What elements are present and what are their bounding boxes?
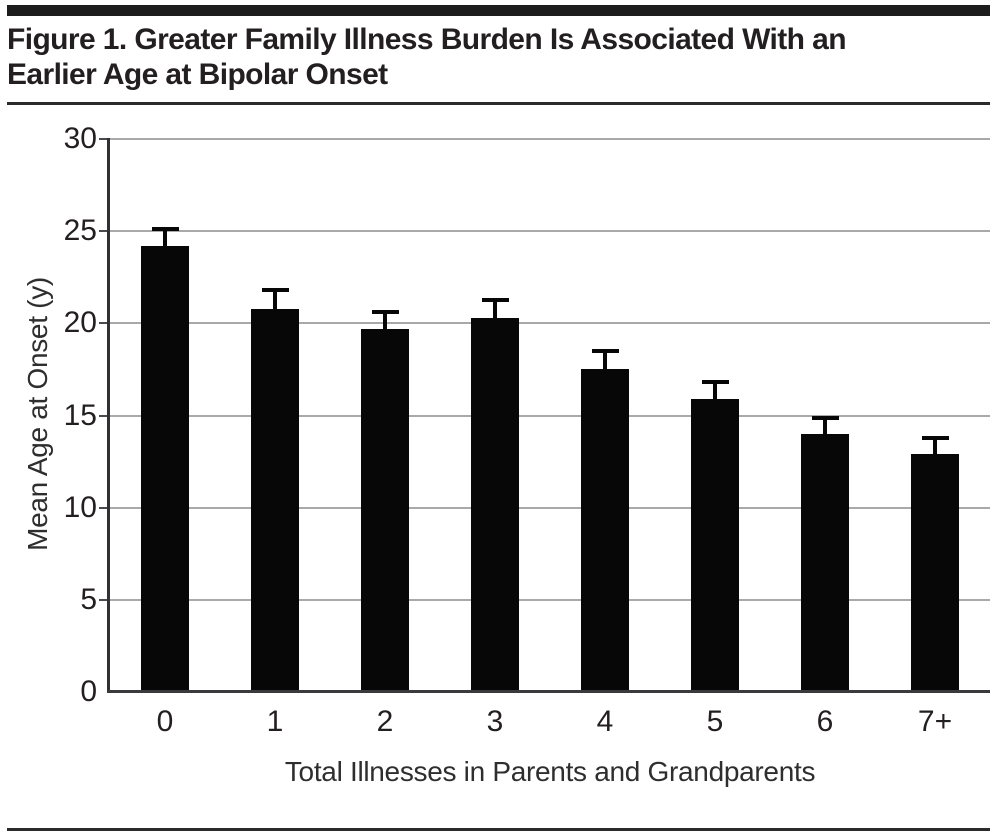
error-bar-stem: [383, 310, 387, 329]
gridline: [110, 506, 990, 509]
error-bar-cap: [371, 310, 399, 315]
error-bar-cap: [921, 435, 949, 440]
figure-title: Figure 1. Greater Family Illness Burden …: [7, 22, 992, 92]
bar: [251, 308, 299, 692]
y-tick-label: 0: [80, 675, 97, 708]
bar: [801, 433, 849, 692]
y-tick-mark: [99, 322, 107, 325]
y-tick-mark: [99, 414, 107, 417]
error-bar-stem: [823, 415, 827, 434]
error-bar-cap: [261, 288, 289, 293]
y-tick-mark: [99, 506, 107, 509]
gridline: [110, 138, 990, 140]
gridline: [110, 322, 990, 325]
title-divider-rule: [7, 102, 990, 105]
y-axis-line: [107, 138, 110, 693]
error-bar-stem: [273, 288, 277, 309]
y-tick-mark: [99, 598, 107, 601]
bar: [471, 317, 519, 692]
y-axis-title: Mean Age at Onset (y): [22, 277, 53, 551]
plot-area: 0 5 10 15 20 25 30 0 1 2 3 4 5 6 7+: [64, 122, 990, 738]
error-bar-stem: [493, 297, 497, 318]
x-category-label: 2: [376, 705, 394, 738]
y-tick-label: 20: [63, 306, 97, 340]
x-category-label: 5: [706, 705, 724, 738]
x-axis-line: [107, 690, 990, 693]
y-tick-label: 10: [63, 490, 97, 524]
bar: [141, 245, 189, 692]
gridline: [110, 598, 990, 601]
x-category-label: 0: [156, 705, 174, 738]
bar: [911, 454, 959, 692]
gridline: [110, 230, 990, 233]
x-category-label: 6: [816, 705, 834, 738]
bar: [581, 369, 629, 692]
error-bar-cap: [151, 227, 179, 232]
bar: [361, 328, 409, 692]
x-category-label: 3: [486, 705, 504, 738]
error-bar-stem: [163, 227, 167, 246]
y-tick-label: 25: [63, 214, 97, 248]
x-category-label: 7+: [917, 705, 953, 738]
y-tick-label: 5: [80, 582, 97, 616]
error-bar-stem: [603, 349, 607, 370]
y-tick-mark: [99, 230, 107, 233]
figure-title-line-1: Figure 1. Greater Family Illness Burden …: [7, 23, 847, 56]
x-axis-title: Total Illnesses in Parents and Grandpare…: [284, 756, 816, 787]
error-bar-cap: [591, 349, 619, 354]
error-bar-cap: [811, 415, 839, 420]
x-category-label: 4: [596, 705, 614, 738]
bar: [691, 398, 739, 692]
x-category-label: 1: [266, 705, 284, 738]
y-tick-label: 15: [63, 398, 97, 432]
y-tick-label: 30: [63, 122, 97, 155]
figure-top-rule: [7, 5, 990, 16]
figure-bottom-rule: [7, 828, 990, 831]
figure-title-line-2: Earlier Age at Bipolar Onset: [7, 58, 388, 91]
error-bar-cap: [701, 380, 729, 385]
gridline: [110, 414, 990, 417]
error-bar-cap: [481, 297, 509, 302]
error-bar-stem: [933, 435, 937, 455]
error-bar-stem: [713, 380, 717, 399]
y-tick-mark: [99, 138, 107, 140]
